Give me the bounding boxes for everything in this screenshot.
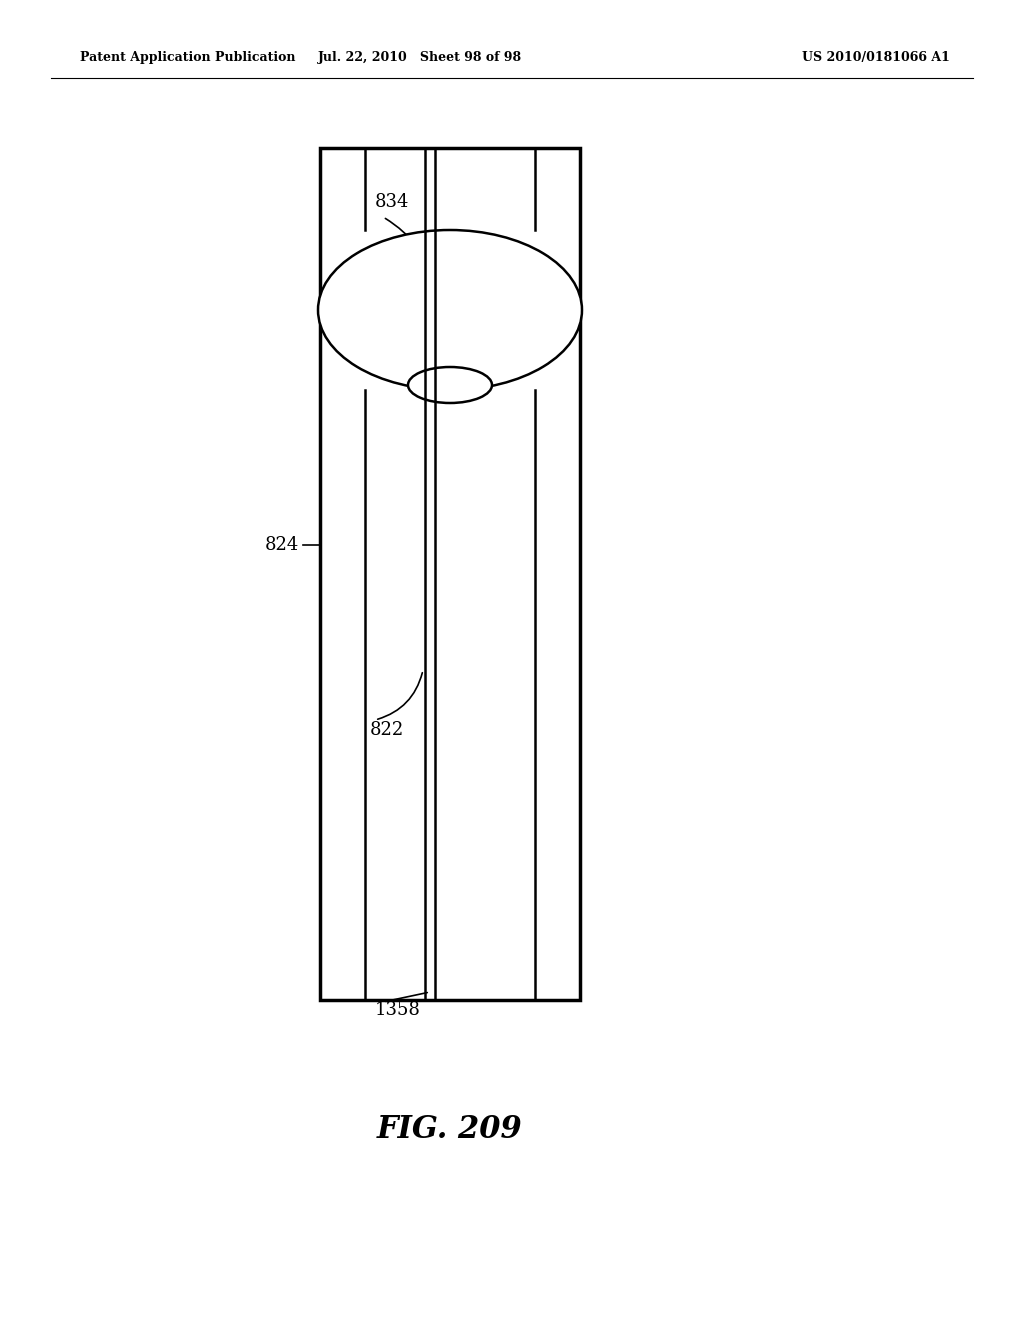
- Text: 1358: 1358: [375, 1001, 421, 1019]
- Ellipse shape: [408, 367, 492, 403]
- Text: 1480: 1480: [460, 341, 506, 359]
- Ellipse shape: [318, 230, 582, 389]
- Text: Patent Application Publication: Patent Application Publication: [80, 51, 296, 65]
- Text: 824: 824: [265, 536, 299, 554]
- Text: 822: 822: [370, 721, 404, 739]
- Text: US 2010/0181066 A1: US 2010/0181066 A1: [802, 51, 950, 65]
- Bar: [319, 148, 580, 1001]
- Text: Jul. 22, 2010   Sheet 98 of 98: Jul. 22, 2010 Sheet 98 of 98: [317, 51, 522, 65]
- Text: 834: 834: [375, 193, 410, 211]
- Text: FIG. 209: FIG. 209: [377, 1114, 523, 1146]
